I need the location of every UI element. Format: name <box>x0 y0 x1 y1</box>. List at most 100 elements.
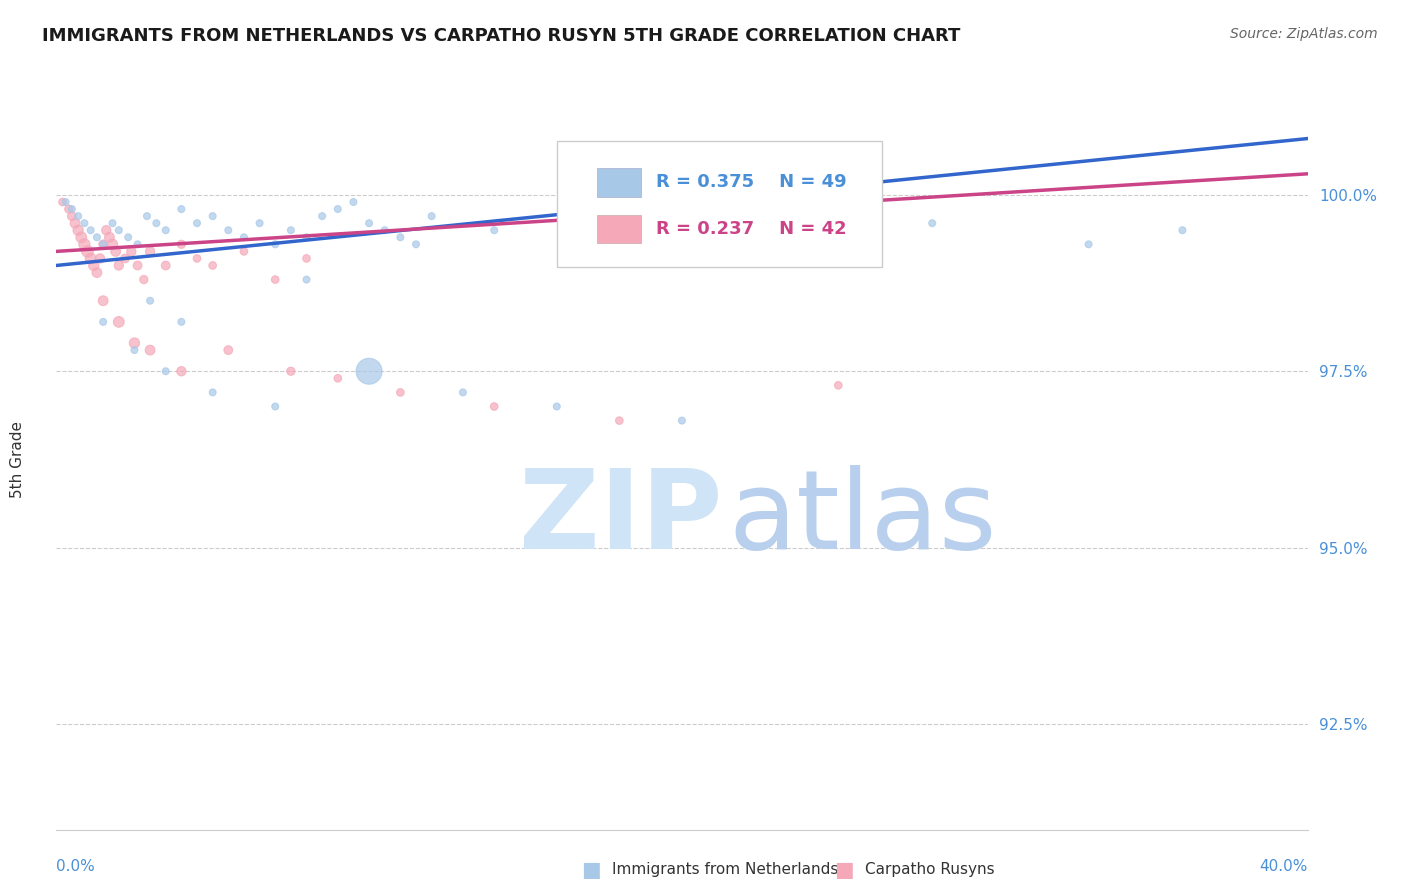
Point <box>359 364 381 378</box>
Point <box>136 209 159 223</box>
Point <box>186 216 208 230</box>
Point <box>124 343 146 357</box>
Point <box>576 216 599 230</box>
Point <box>201 259 224 273</box>
Point <box>264 400 287 414</box>
Point <box>58 202 80 216</box>
Text: Immigrants from Netherlands: Immigrants from Netherlands <box>612 863 838 877</box>
Point <box>132 272 155 286</box>
Point <box>98 230 121 244</box>
Point <box>83 259 105 273</box>
Point <box>91 237 114 252</box>
Point <box>671 414 693 428</box>
Point <box>295 272 318 286</box>
Point <box>280 223 302 237</box>
Point <box>295 230 318 244</box>
Point <box>295 252 318 266</box>
Point <box>51 194 73 209</box>
Point <box>63 216 86 230</box>
Point <box>311 209 333 223</box>
Text: 0.0%: 0.0% <box>56 859 96 874</box>
Point <box>827 378 849 392</box>
Point <box>127 237 149 252</box>
Point <box>389 385 412 400</box>
Point <box>117 230 139 244</box>
Point <box>484 400 506 414</box>
Point <box>170 202 193 216</box>
Point <box>60 202 83 216</box>
FancyBboxPatch shape <box>596 169 641 196</box>
Point <box>405 237 427 252</box>
Point <box>326 202 349 216</box>
FancyBboxPatch shape <box>596 215 641 244</box>
Point <box>170 364 193 378</box>
Point <box>155 259 177 273</box>
Point <box>546 400 568 414</box>
Point <box>86 230 108 244</box>
Text: R = 0.375    N = 49: R = 0.375 N = 49 <box>655 173 846 192</box>
Point <box>120 244 142 259</box>
Point <box>1077 237 1099 252</box>
Point <box>76 244 98 259</box>
Point <box>249 216 271 230</box>
Point <box>79 223 101 237</box>
Point <box>108 315 131 329</box>
Point <box>91 237 114 252</box>
Point <box>420 209 443 223</box>
Point <box>217 223 239 237</box>
Point <box>155 364 177 378</box>
Point <box>91 293 114 308</box>
Text: ■: ■ <box>834 860 853 880</box>
Point <box>139 244 162 259</box>
Point <box>201 385 224 400</box>
Point <box>233 230 256 244</box>
Point <box>127 259 149 273</box>
Point <box>124 336 146 351</box>
Text: Carpatho Rusyns: Carpatho Rusyns <box>865 863 994 877</box>
Point <box>186 252 208 266</box>
Text: ■: ■ <box>581 860 600 880</box>
Point <box>139 293 162 308</box>
Text: Source: ZipAtlas.com: Source: ZipAtlas.com <box>1230 27 1378 41</box>
Point <box>374 223 396 237</box>
Point <box>609 414 631 428</box>
Text: IMMIGRANTS FROM NETHERLANDS VS CARPATHO RUSYN 5TH GRADE CORRELATION CHART: IMMIGRANTS FROM NETHERLANDS VS CARPATHO … <box>42 27 960 45</box>
Point <box>114 252 136 266</box>
Point <box>451 385 474 400</box>
Point <box>145 216 167 230</box>
Point <box>67 209 90 223</box>
Point <box>342 194 364 209</box>
Point <box>326 371 349 385</box>
Point <box>217 343 239 357</box>
Point <box>86 266 108 280</box>
Point <box>101 216 124 230</box>
Point <box>280 364 302 378</box>
Point <box>233 244 256 259</box>
Point <box>827 223 849 237</box>
Point <box>359 216 381 230</box>
Text: atlas: atlas <box>728 465 997 572</box>
Point <box>264 272 287 286</box>
Point <box>96 223 118 237</box>
Point <box>170 237 193 252</box>
Point <box>201 209 224 223</box>
Point <box>389 230 412 244</box>
Point <box>108 223 131 237</box>
FancyBboxPatch shape <box>557 141 882 267</box>
Point <box>70 230 93 244</box>
Point <box>73 216 96 230</box>
Text: ZIP: ZIP <box>519 465 723 572</box>
Point <box>104 244 127 259</box>
Point <box>91 315 114 329</box>
Point <box>170 315 193 329</box>
Point <box>55 194 77 209</box>
Text: 5th Grade: 5th Grade <box>10 421 25 498</box>
Point <box>1171 223 1194 237</box>
Point <box>264 237 287 252</box>
Text: 40.0%: 40.0% <box>1260 859 1308 874</box>
Point <box>73 237 96 252</box>
Text: R = 0.237    N = 42: R = 0.237 N = 42 <box>655 220 846 238</box>
Point <box>89 252 111 266</box>
Point <box>484 223 506 237</box>
Point <box>67 223 90 237</box>
